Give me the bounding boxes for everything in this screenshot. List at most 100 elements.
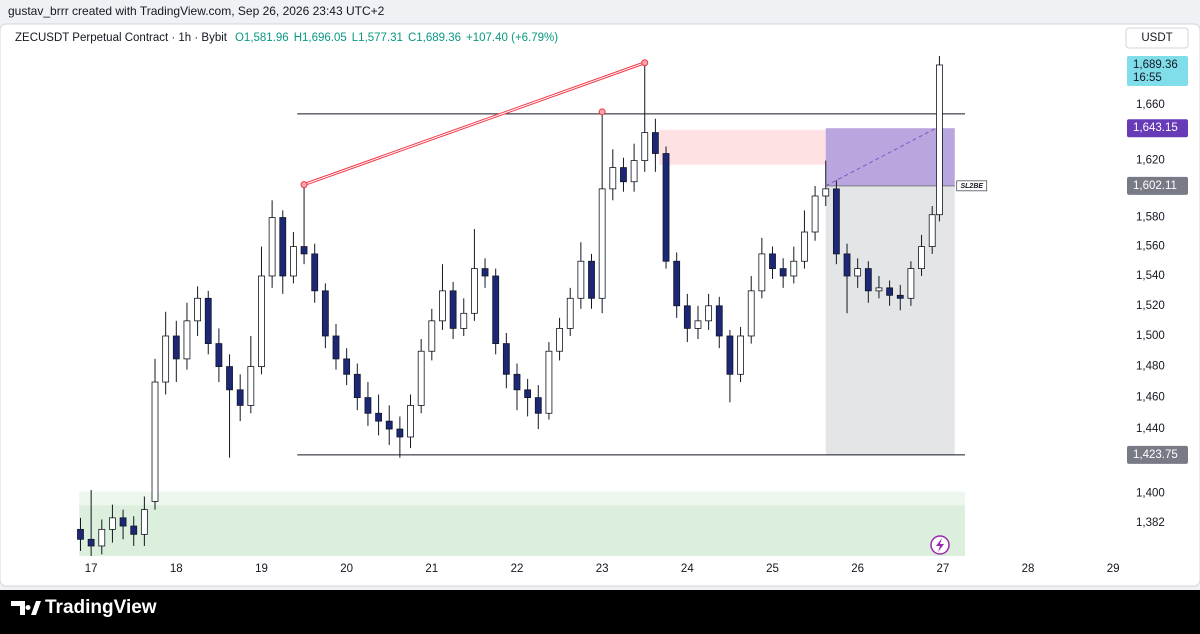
x-tick-label: 24: [681, 563, 694, 575]
candle-body: [918, 246, 925, 270]
countdown: 16:55: [1133, 72, 1162, 84]
y-tick-label: 1,460: [1136, 392, 1165, 404]
candle-body: [109, 517, 116, 530]
candle-body: [407, 405, 414, 438]
candle-body: [375, 412, 382, 422]
candle-body: [896, 294, 904, 299]
trendline-point: [598, 108, 606, 116]
y-tick-label: 1,540: [1136, 270, 1165, 282]
price-axis: 1,382 1,400 1,440 1,460 1,480 1,500 1,520 1,540…: [1127, 55, 1188, 529]
candle-body: [502, 343, 510, 375]
candle-body: [130, 525, 138, 535]
candle-body: [151, 381, 159, 502]
candle-body: [353, 373, 361, 399]
x-tick-label: 19: [255, 563, 268, 575]
candle-body: [77, 528, 84, 540]
candle-body: [577, 260, 585, 299]
candle-body: [928, 214, 936, 247]
candle-body: [822, 188, 830, 197]
candle-body: [492, 275, 500, 344]
last-price-label: 1,689.36: [1133, 59, 1178, 71]
candle-body: [936, 64, 943, 216]
demand-zone: [79, 491, 965, 556]
y-tick-label: 1,660: [1136, 99, 1165, 111]
candle-body: [779, 268, 787, 277]
candle-body: [247, 366, 255, 406]
candle-body: [907, 268, 915, 299]
candle-body: [290, 246, 297, 277]
candle-body: [428, 320, 436, 352]
target-label: 1,643.15: [1133, 122, 1178, 134]
candle-body: [385, 420, 393, 430]
candle-body: [758, 253, 766, 292]
candle-body: [162, 335, 170, 383]
ohlc-value: L1,577.31: [352, 32, 403, 44]
candle-body: [747, 290, 755, 337]
candle-body: [620, 167, 627, 183]
alert-bolt: [936, 538, 944, 552]
candle-body: [194, 297, 201, 322]
candle-body: [279, 217, 287, 277]
candle-body: [769, 253, 776, 270]
x-tick-label: 28: [1022, 563, 1035, 575]
candle-body: [268, 217, 276, 277]
plot: [77, 55, 965, 556]
candle-body: [183, 320, 191, 360]
candle-body: [566, 297, 574, 329]
x-tick-label: 18: [170, 563, 183, 575]
attribution: gustav_brrr created with TradingView.com…: [8, 4, 385, 18]
candle-body: [832, 188, 840, 255]
legend: ZECUSDT Perpetual Contract · 1h · Bybit O…: [15, 32, 558, 44]
candle-body: [364, 397, 372, 414]
candle-body: [215, 343, 223, 367]
entry-label: 1,602.11: [1133, 180, 1177, 192]
candle-body: [641, 132, 649, 161]
chart-card: [0, 23, 1200, 587]
brand: TradingView: [45, 597, 157, 618]
candle-body: [460, 312, 468, 329]
candle-body: [300, 246, 308, 255]
stop-label: 1,423.75: [1133, 449, 1178, 461]
candle-body: [481, 268, 489, 277]
currency: USDT: [1141, 32, 1172, 44]
x-tick-label: 22: [511, 563, 524, 575]
x-tick-label: 20: [340, 563, 353, 575]
ohlc-value: C1,689.36: [408, 32, 461, 44]
candle-body: [715, 305, 723, 337]
x-tick-label: 26: [851, 563, 864, 575]
candle-body: [801, 231, 808, 262]
y-tick-label: 1,560: [1136, 241, 1165, 253]
candle-body: [598, 188, 606, 299]
x-tick-label: 17: [85, 563, 98, 575]
candle-body: [311, 253, 319, 292]
target-badge: [1127, 119, 1188, 138]
candle-body: [854, 268, 862, 277]
candle-body: [204, 297, 212, 344]
candle-body: [534, 397, 542, 414]
candle-body: [726, 335, 734, 375]
candle-body: [98, 528, 106, 547]
candle-body: [673, 260, 681, 307]
y-tick-label: 1,580: [1136, 212, 1165, 224]
candle-body: [886, 287, 894, 296]
demand-zone-inner: [79, 505, 965, 556]
candle-body: [524, 389, 532, 399]
candle-body: [609, 167, 617, 190]
candle-body: [449, 290, 457, 329]
y-tick-label: 1,382: [1136, 517, 1165, 529]
note-box: [956, 180, 988, 192]
x-tick-label: 23: [596, 563, 609, 575]
candle-body: [172, 335, 180, 360]
currency-box: [1125, 27, 1189, 49]
candle-body: [140, 509, 148, 535]
candle-body: [556, 328, 563, 352]
trendline-point: [300, 181, 308, 189]
position-note: SL2BE: [960, 183, 983, 190]
ohlc-value: O1,581.96: [235, 32, 289, 44]
last-price-badge: [1127, 55, 1188, 86]
candle-body: [790, 260, 798, 277]
candle-body: [87, 538, 95, 547]
y-tick-label: 1,440: [1136, 423, 1165, 435]
